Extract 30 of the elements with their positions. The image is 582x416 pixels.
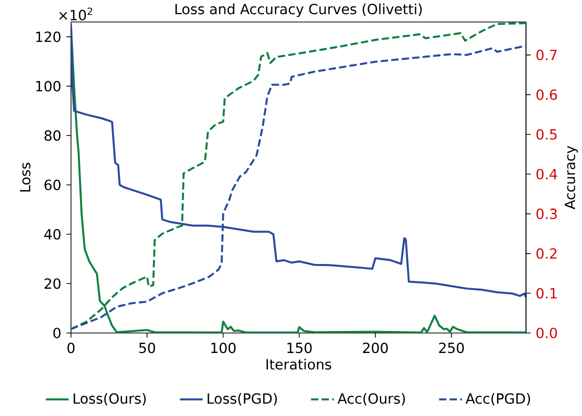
y2-tick-label: 0.0 (536, 328, 557, 338)
y2-tick-label: 0.1 (536, 288, 557, 299)
y-tick-label: 40 (44, 228, 60, 240)
x-tick-label: 150 (287, 342, 312, 354)
y-tick-label: 80 (44, 130, 60, 141)
chart-title: Loss and Accuracy Curves (Olivetti) (175, 4, 422, 18)
y2-tick-label: 0.4 (536, 168, 558, 180)
y-tick-label: 60 (44, 180, 60, 190)
y2-tick-label: 0.3 (536, 208, 557, 220)
y2-tick-label: 0.2 (536, 248, 556, 259)
x-axis-title: Iterations (266, 358, 332, 370)
x-tick-label: 50 (139, 342, 156, 354)
legend-label: Acc(Ours) (338, 393, 405, 406)
legend-label: Loss(Ours) (74, 393, 146, 406)
legend-label: Acc(PGD) (466, 393, 530, 406)
legend-label: Loss(PGD) (208, 393, 277, 406)
y-tick-label: 120 (36, 32, 60, 42)
y2-axis-title: Accuracy (564, 146, 578, 210)
y2-tick-label: 0.6 (536, 89, 557, 100)
x-tick-label: 200 (363, 342, 388, 354)
x-tick-label: 100 (211, 342, 236, 354)
x-tick-label: 250 (439, 342, 464, 354)
y-tick-label: 100 (36, 80, 60, 92)
y2-tick-label: 0.7 (536, 50, 557, 60)
text: ×10$^{2}$ (59, 8, 92, 20)
y-tick-label: 0 (53, 328, 60, 338)
y-tick-label: 20 (44, 278, 60, 289)
y2-tick-label: 0.5 (536, 129, 557, 140)
x-tick-label: 0 (67, 342, 75, 354)
y-axis-title: Loss (20, 162, 30, 192)
